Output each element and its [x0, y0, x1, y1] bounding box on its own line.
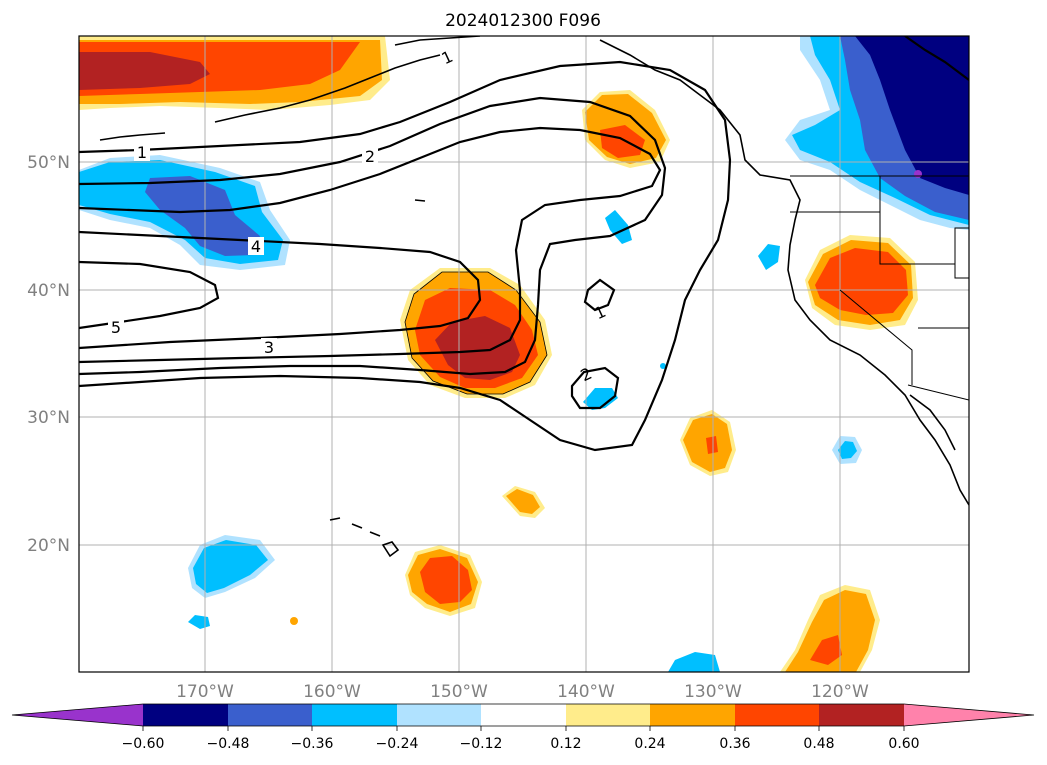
- lon-label: 140°W: [557, 682, 615, 702]
- lat-label: 40°N: [27, 281, 70, 301]
- longitude-labels: 170°W 160°W 150°W 140°W 130°W 120°W: [176, 682, 869, 702]
- anomaly-region-gulf-of-alaska-positive: [582, 90, 670, 168]
- figure-title: 2024012300 F096: [445, 11, 601, 31]
- colorbar-tick-label: 0.36: [719, 736, 750, 752]
- anomaly-region-aleutian: [79, 36, 390, 110]
- lon-label: 170°W: [176, 682, 234, 702]
- anomaly-region-subtropical-positive: [680, 410, 736, 476]
- anomaly-region-small-negatives: [188, 210, 862, 672]
- colorbar-tick-label: −0.36: [291, 736, 334, 752]
- colorbar-segment: [735, 704, 819, 726]
- latitude-labels: 50°N 40°N 30°N 20°N: [27, 153, 70, 556]
- borders: [790, 175, 969, 401]
- colorbar-segment: [228, 704, 312, 726]
- colorbar-extend-high: [904, 704, 1034, 726]
- colorbar-extend-low: [12, 704, 143, 726]
- colorbar: −0.60 −0.48 −0.36 −0.24 −0.12 0.12 0.24 …: [11, 703, 1035, 752]
- colorbar-segment: [312, 704, 397, 726]
- lon-label: 150°W: [430, 682, 488, 702]
- anomaly-region-california-positive: [805, 235, 918, 330]
- map-frame: [78, 35, 970, 673]
- lat-label: 20°N: [27, 536, 70, 556]
- colorbar-segment: [566, 704, 650, 726]
- colorbar-tick-label: −0.24: [376, 736, 419, 752]
- colorbar-tick-label: −0.60: [122, 736, 165, 752]
- anomaly-region-southeast-positive: [780, 585, 880, 672]
- lon-label: 130°W: [684, 682, 742, 702]
- anomaly-region-small-positive: [502, 486, 545, 518]
- colorbar-segment: [481, 704, 566, 726]
- anomaly-region-western-canada: [785, 36, 969, 230]
- lat-label: 50°N: [27, 153, 70, 173]
- contour-label: 5: [111, 318, 121, 337]
- colorbar-tick-label: −0.12: [460, 736, 503, 752]
- colorbar-segment: [397, 704, 481, 726]
- contour-lines: [79, 36, 969, 452]
- colorbar-tick-label: 0.60: [888, 736, 919, 752]
- colorbar-tick-label: −0.48: [207, 736, 250, 752]
- colorbar-tick-label: 0.12: [550, 736, 581, 752]
- colorbar-tick-label: 0.48: [803, 736, 834, 752]
- colorbar-segment: [143, 704, 228, 726]
- lat-label: 30°N: [27, 408, 70, 428]
- contour-label: 2: [365, 147, 375, 166]
- map-area: 1 2 4 5 3 1 2 1: [79, 36, 969, 672]
- contour-label: 1: [137, 143, 147, 162]
- coastlines: [99, 36, 969, 558]
- colorbar-segment: [819, 704, 904, 726]
- contour-label: 3: [264, 338, 274, 357]
- lon-label: 160°W: [303, 682, 361, 702]
- gridlines: [79, 36, 969, 672]
- anomaly-region-central-pacific-positive: [400, 268, 552, 398]
- contour-label: 4: [251, 237, 261, 256]
- colorbar-segment: [650, 704, 735, 726]
- lon-label: 120°W: [811, 682, 869, 702]
- colorbar-tick-label: 0.24: [634, 736, 665, 752]
